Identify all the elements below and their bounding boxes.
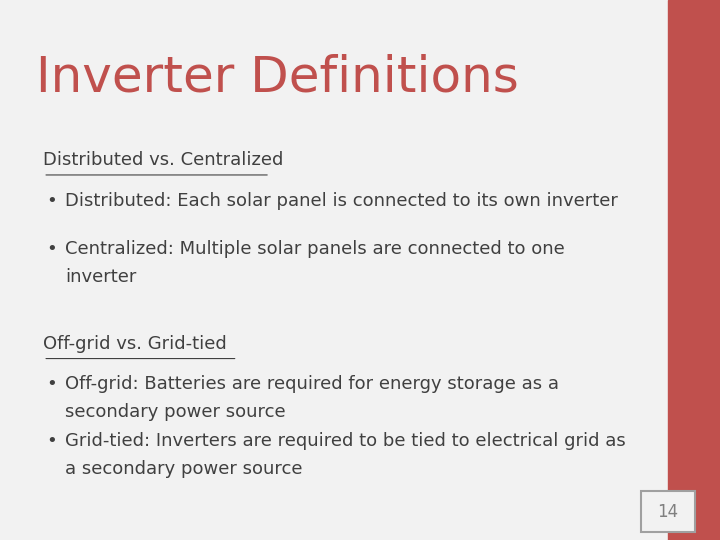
Text: Distributed: Each solar panel is connected to its own inverter: Distributed: Each solar panel is connect…	[65, 192, 618, 210]
Text: Grid-tied: Inverters are required to be tied to electrical grid as: Grid-tied: Inverters are required to be …	[65, 432, 626, 450]
Text: Inverter Definitions: Inverter Definitions	[36, 54, 519, 102]
Text: Distributed vs. Centralized: Distributed vs. Centralized	[43, 151, 284, 169]
Text: a secondary power source: a secondary power source	[65, 460, 302, 478]
Text: Off-grid vs. Grid-tied: Off-grid vs. Grid-tied	[43, 335, 227, 353]
Text: •: •	[46, 240, 57, 258]
Text: secondary power source: secondary power source	[65, 403, 285, 421]
Text: 14: 14	[657, 503, 679, 521]
Text: •: •	[46, 192, 57, 210]
Text: Centralized: Multiple solar panels are connected to one: Centralized: Multiple solar panels are c…	[65, 240, 564, 258]
Text: •: •	[46, 432, 57, 450]
Bar	[668, 0, 720, 540]
Text: inverter: inverter	[65, 268, 136, 286]
Text: Off-grid: Batteries are required for energy storage as a: Off-grid: Batteries are required for ene…	[65, 375, 559, 393]
Text: •: •	[46, 375, 57, 393]
FancyBboxPatch shape	[642, 491, 696, 532]
